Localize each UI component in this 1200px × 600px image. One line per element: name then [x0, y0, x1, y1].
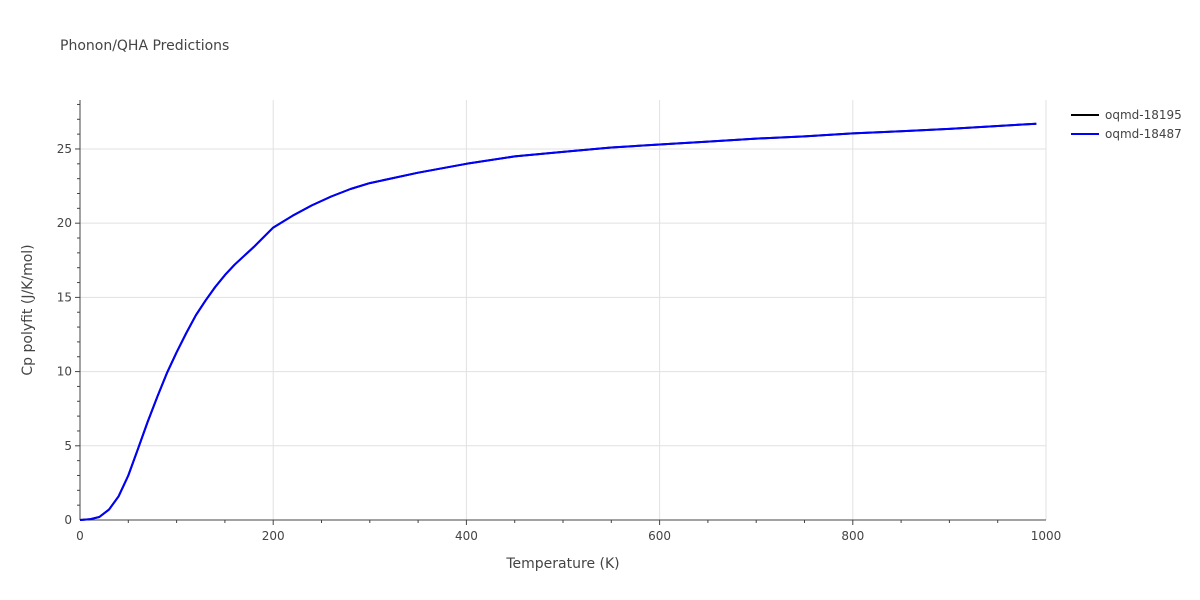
y-tick-label: 0	[64, 513, 72, 527]
series-layer	[79, 122, 1037, 521]
x-tick-label: 400	[455, 529, 478, 543]
y-tick-label: 15	[57, 290, 72, 304]
grid	[80, 100, 1047, 520]
legend-item[interactable]: oqmd-18195	[1071, 108, 1182, 122]
chart-title: Phonon/QHA Predictions	[60, 38, 229, 54]
x-tick-label: 800	[841, 529, 864, 543]
y-axis-title: Cp polyfit (J/K/mol)	[20, 244, 36, 375]
legend-label: oqmd-18195	[1105, 108, 1182, 122]
y-tick-label: 20	[57, 216, 72, 230]
legend-label: oqmd-18487	[1105, 127, 1182, 141]
series-line-oqmd-18487	[79, 122, 1037, 521]
x-tick-label: 1000	[1031, 529, 1062, 543]
y-tick-label: 5	[64, 439, 72, 453]
y-tick-label: 25	[57, 142, 72, 156]
series-line-oqmd-18195	[79, 122, 1037, 521]
x-tick-label: 0	[76, 529, 84, 543]
legend-item[interactable]: oqmd-18487	[1071, 127, 1182, 141]
x-tick-label: 600	[648, 529, 671, 543]
x-axis-title: Temperature (K)	[505, 556, 619, 572]
y-tick-label: 10	[57, 365, 72, 379]
axes: 0 200 400 600 800 1000 0 5 10 15 20 25	[57, 100, 1062, 543]
x-tick-label: 200	[262, 529, 285, 543]
legend[interactable]: oqmd-18195 oqmd-18487	[1071, 108, 1182, 141]
